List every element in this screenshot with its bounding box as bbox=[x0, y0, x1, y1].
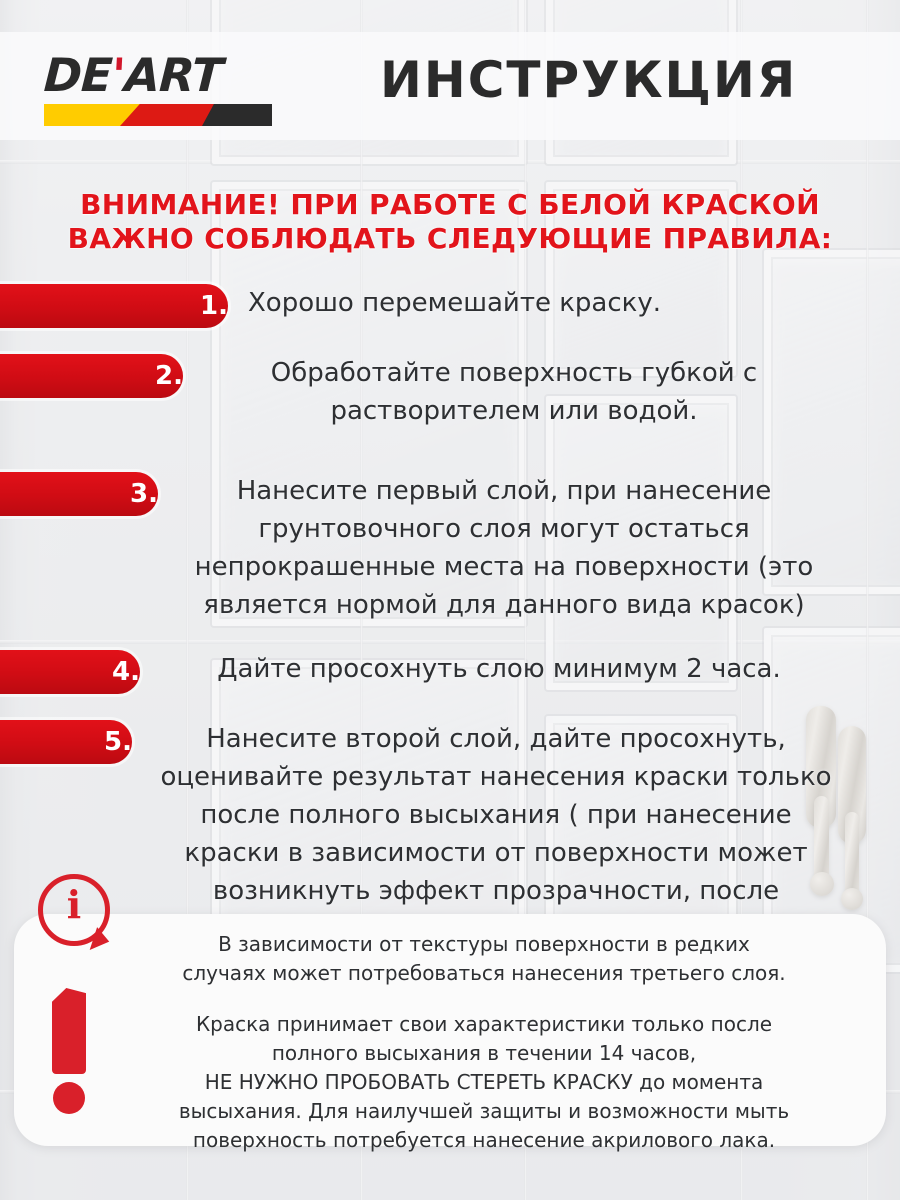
step-line: возникнуть эффект прозрачности, после bbox=[212, 876, 780, 906]
step-text-3: Нанесите первый слой, при нанесение грун… bbox=[0, 472, 900, 624]
step-line: грунтовочного слоя могут остаться bbox=[258, 514, 750, 544]
note-line: полного высыхания в течении 14 часов, bbox=[271, 1041, 697, 1065]
step-line: Нанесите первый слой, при нанесение bbox=[236, 476, 772, 506]
brand-logo-wordmark: DE'ART bbox=[43, 48, 277, 102]
step-banner-5 bbox=[0, 720, 132, 764]
step-banner-2 bbox=[0, 354, 183, 398]
step-number-3: 3. bbox=[130, 479, 158, 509]
warning-line-2: ВАЖНО СОБЛЮДАТЬ СЛЕДУЮЩИЕ ПРАВИЛА: bbox=[67, 222, 833, 255]
page-title: ИНСТРУКЦИЯ bbox=[380, 51, 798, 109]
steps-list: 1. Хорошо перемешайте краску. 2. Обработ… bbox=[0, 284, 900, 954]
step-line: после полного высыхания ( при нанесение bbox=[200, 800, 792, 830]
step-item-2: 2. Обработайте поверхность губкой с раст… bbox=[0, 354, 900, 458]
brand-logo-de: DE bbox=[42, 48, 114, 102]
step-text-2: Обработайте поверхность губкой с раствор… bbox=[0, 354, 900, 430]
flag-segment-black bbox=[202, 104, 272, 126]
info-icon: i bbox=[38, 874, 113, 955]
step-line: непрокрашенные места на поверхности (это bbox=[194, 552, 814, 582]
step-text-4: Дайте просохнуть слою минимум 2 часа. bbox=[0, 650, 900, 688]
note-card: В зависимости от текстуры поверхности в … bbox=[14, 914, 886, 1152]
step-banner-4 bbox=[0, 650, 140, 694]
step-number-4: 4. bbox=[112, 657, 140, 687]
exclamation-dot bbox=[53, 1082, 85, 1114]
step-number-1: 1. bbox=[200, 291, 228, 321]
step-line: оценивайте результат нанесения краски то… bbox=[160, 762, 832, 792]
step-banner-1 bbox=[0, 284, 228, 328]
step-item-4: 4. Дайте просохнуть слою минимум 2 часа. bbox=[0, 650, 900, 704]
note-block-2: Краска принимает свои характеристики тол… bbox=[118, 1010, 850, 1155]
step-line: краски в зависимости от поверхности може… bbox=[184, 838, 808, 868]
brand-logo-art: ART bbox=[123, 48, 224, 102]
note-card-text: В зависимости от текстуры поверхности в … bbox=[118, 930, 850, 1155]
warning-line-1: ВНИМАНИЕ! ПРИ РАБОТЕ С БЕЛОЙ КРАСКОЙ bbox=[80, 188, 820, 221]
note-line: НЕ НУЖНО ПРОБОВАТЬ СТЕРЕТЬ КРАСКУ до мом… bbox=[204, 1070, 764, 1094]
step-line: Обработайте поверхность губкой с bbox=[270, 358, 758, 388]
exclamation-bar bbox=[52, 988, 86, 1074]
warning-heading: ВНИМАНИЕ! ПРИ РАБОТЕ С БЕЛОЙ КРАСКОЙ ВАЖ… bbox=[0, 188, 900, 256]
step-line: растворителем или водой. bbox=[330, 396, 698, 426]
step-line: Хорошо перемешайте краску. bbox=[248, 288, 662, 318]
step-banner-3 bbox=[0, 472, 158, 516]
step-line: Дайте просохнуть слою минимум 2 часа. bbox=[217, 654, 781, 684]
step-line: Нанесите второй слой, дайте просохнуть, bbox=[206, 724, 786, 754]
brand-flag-bar bbox=[44, 104, 272, 126]
step-item-5: 5. Нанесите второй слой, дайте просохнут… bbox=[0, 720, 900, 954]
note-line: В зависимости от текстуры поверхности в … bbox=[218, 932, 750, 956]
step-number-2: 2. bbox=[155, 361, 183, 391]
step-item-3: 3. Нанесите первый слой, при нанесение г… bbox=[0, 472, 900, 634]
step-number-5: 5. bbox=[104, 727, 132, 757]
step-line: является нормой для данного вида красок) bbox=[203, 590, 805, 620]
exclamation-icon bbox=[52, 988, 86, 1114]
flag-segment-red bbox=[120, 104, 224, 126]
note-line: поверхность потребуется нанесение акрило… bbox=[192, 1128, 776, 1152]
flag-segment-yellow bbox=[44, 104, 140, 126]
note-line: Краска принимает свои характеристики тол… bbox=[195, 1012, 773, 1036]
step-text-1: Хорошо перемешайте краску. bbox=[0, 284, 900, 322]
info-letter: i bbox=[66, 882, 82, 927]
step-text-5: Нанесите второй слой, дайте просохнуть, … bbox=[0, 720, 900, 948]
note-line: высыхания. Для наилучшей защиты и возмож… bbox=[178, 1099, 790, 1123]
note-block-1: В зависимости от текстуры поверхности в … bbox=[118, 930, 850, 988]
note-line: случаях может потребоваться нанесения тр… bbox=[182, 961, 786, 985]
step-item-1: 1. Хорошо перемешайте краску. bbox=[0, 284, 900, 340]
brand-logo: DE'ART bbox=[43, 48, 277, 126]
